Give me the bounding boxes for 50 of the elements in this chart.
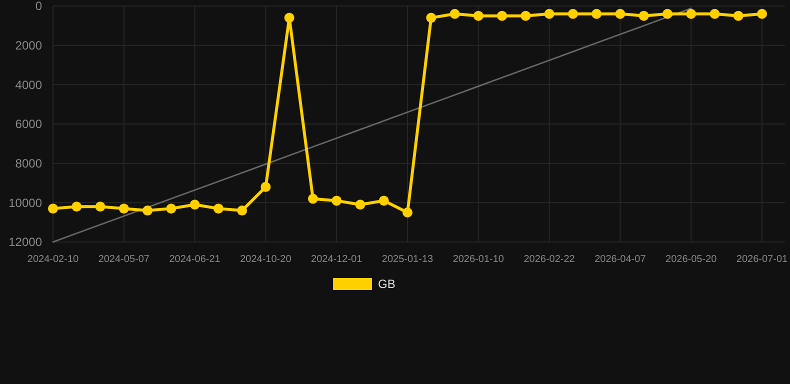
- point: [544, 8, 554, 19]
- point: [615, 8, 626, 19]
- point: [308, 194, 318, 204]
- x-tick-label: 2026-04-07: [594, 254, 646, 265]
- x-tick-label: 2024-05-07: [98, 254, 150, 265]
- point: [662, 8, 672, 19]
- point: [638, 10, 649, 21]
- x-tick-label: 2025-01-13: [382, 254, 434, 265]
- x-tick-label: 2026-02-22: [524, 254, 576, 265]
- y-tick-label: 0: [35, 0, 42, 14]
- point: [355, 200, 366, 210]
- point: [686, 8, 696, 19]
- point: [592, 8, 602, 19]
- y-tick-label: 6000: [15, 117, 42, 132]
- x-tick-label: 2024-10-20: [240, 254, 292, 265]
- y-tick-label: 8000: [15, 156, 42, 171]
- point: [402, 208, 412, 218]
- point: [190, 200, 200, 210]
- point: [118, 204, 129, 214]
- point: [95, 202, 106, 212]
- point: [473, 10, 484, 21]
- point: [284, 12, 294, 23]
- point: [332, 196, 342, 206]
- point: [72, 202, 82, 212]
- y-tick-label: 10000: [8, 196, 42, 210]
- x-tick-label: 2026-07-01: [736, 254, 788, 265]
- point: [450, 8, 460, 19]
- y-tick-label: 12000: [8, 235, 42, 250]
- legend-label: GB: [378, 277, 396, 292]
- point: [568, 8, 578, 19]
- y-tick-label: 4000: [15, 78, 42, 92]
- point: [213, 204, 224, 214]
- x-tick-label: 2024-02-10: [27, 254, 80, 265]
- point: [166, 204, 176, 214]
- point: [497, 10, 508, 21]
- y-tick-label: 2000: [15, 38, 42, 53]
- point: [260, 182, 271, 192]
- point: [757, 8, 767, 19]
- x-tick-label: 2026-05-20: [666, 254, 718, 265]
- point: [710, 8, 720, 19]
- x-tick-label: 2024-06-21: [169, 254, 221, 265]
- point: [48, 204, 58, 214]
- point: [426, 12, 436, 23]
- x-tick-label: 2026-01-10: [452, 254, 504, 265]
- x-tick-label: 2024-12-01: [311, 254, 363, 265]
- point: [378, 196, 389, 206]
- point: [142, 206, 153, 216]
- point: [733, 10, 744, 21]
- point: [237, 206, 248, 216]
- point: [520, 10, 531, 21]
